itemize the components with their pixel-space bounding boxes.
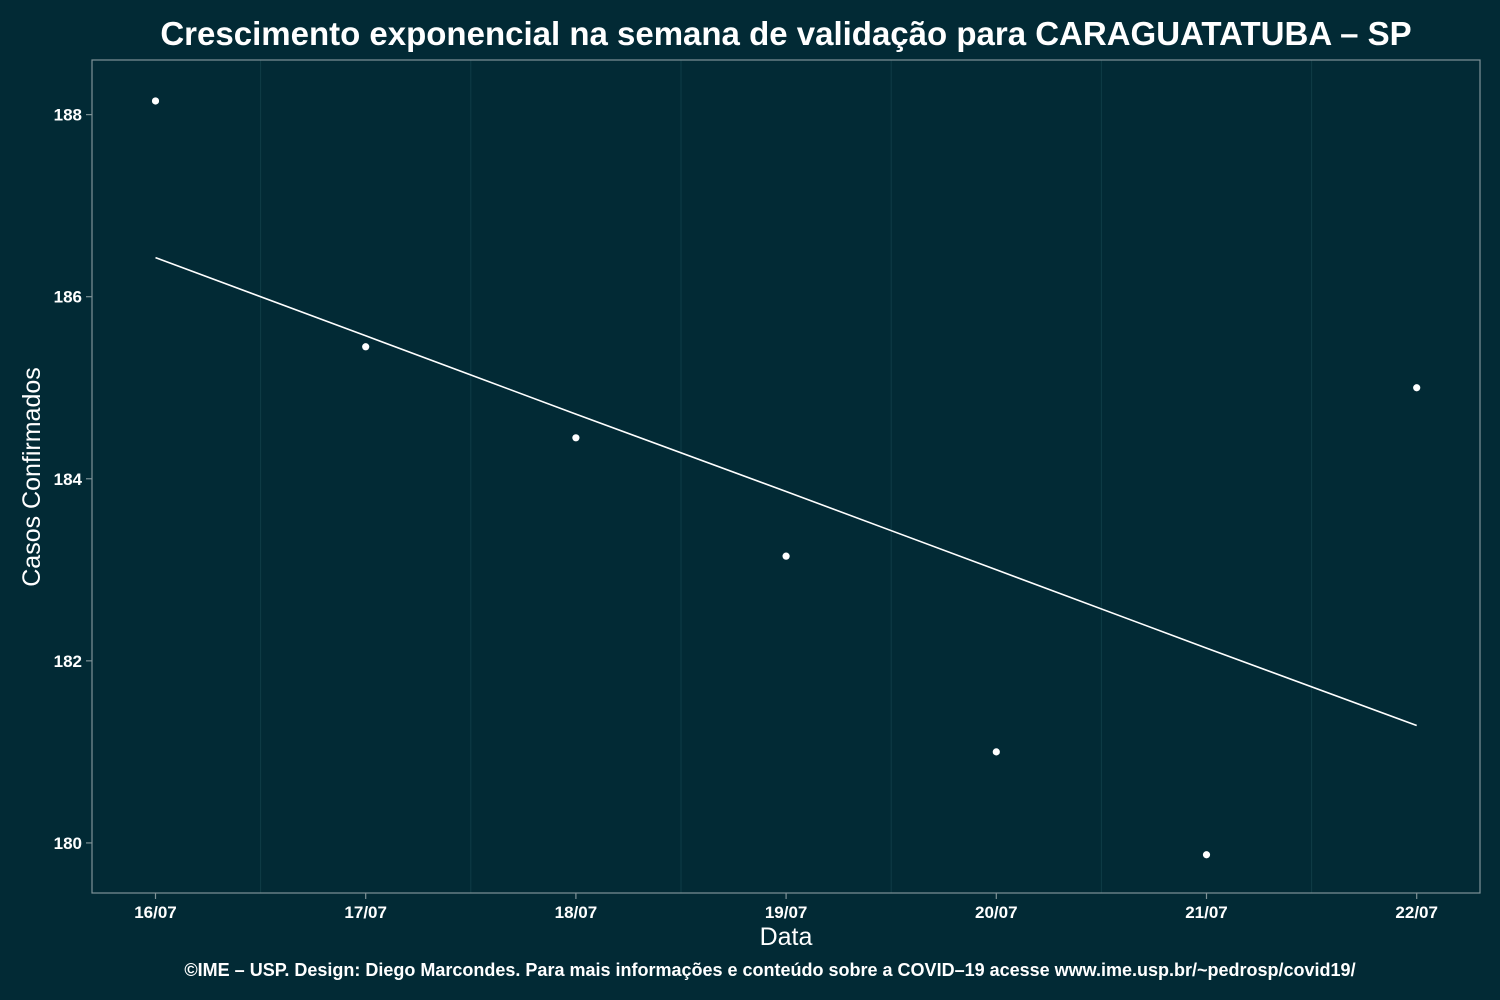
y-tick-label: 180 — [54, 834, 82, 853]
y-tick-label: 184 — [54, 470, 83, 489]
x-tick-label: 20/07 — [975, 903, 1018, 922]
data-points-layer — [151, 97, 1421, 859]
y-tick-label: 182 — [54, 652, 82, 671]
data-point — [151, 97, 160, 105]
trend-line — [155, 256, 1417, 727]
x-tick-label: 16/07 — [134, 903, 177, 922]
data-point — [992, 748, 1000, 756]
y-tick-label: 186 — [54, 288, 82, 307]
y-axis-title: Casos Confirmados — [18, 367, 46, 587]
x-tick-label: 19/07 — [765, 903, 808, 922]
y-tick-label: 188 — [54, 106, 82, 125]
x-axis-title: Data — [760, 923, 813, 951]
data-point — [572, 434, 580, 442]
x-axis-ticks: 16/07 17/07 18/07 19/07 20/07 21/07 22/07 — [134, 893, 1438, 922]
chart-title: Crescimento exponencial na semana de val… — [160, 15, 1411, 52]
x-tick-label: 17/07 — [344, 903, 387, 922]
y-axis-ticks: 180 182 184 186 188 — [54, 106, 92, 853]
grid-layer — [260, 60, 1313, 893]
data-point — [1413, 384, 1421, 392]
data-point — [362, 343, 370, 351]
x-tick-label: 18/07 — [555, 903, 598, 922]
data-point — [1202, 851, 1211, 859]
x-tick-label: 21/07 — [1185, 903, 1228, 922]
trend-line-layer — [155, 256, 1417, 727]
caption: ©IME – USP. Design: Diego Marcondes. Par… — [184, 960, 1355, 980]
data-point — [782, 552, 790, 560]
x-tick-label: 22/07 — [1395, 903, 1438, 922]
